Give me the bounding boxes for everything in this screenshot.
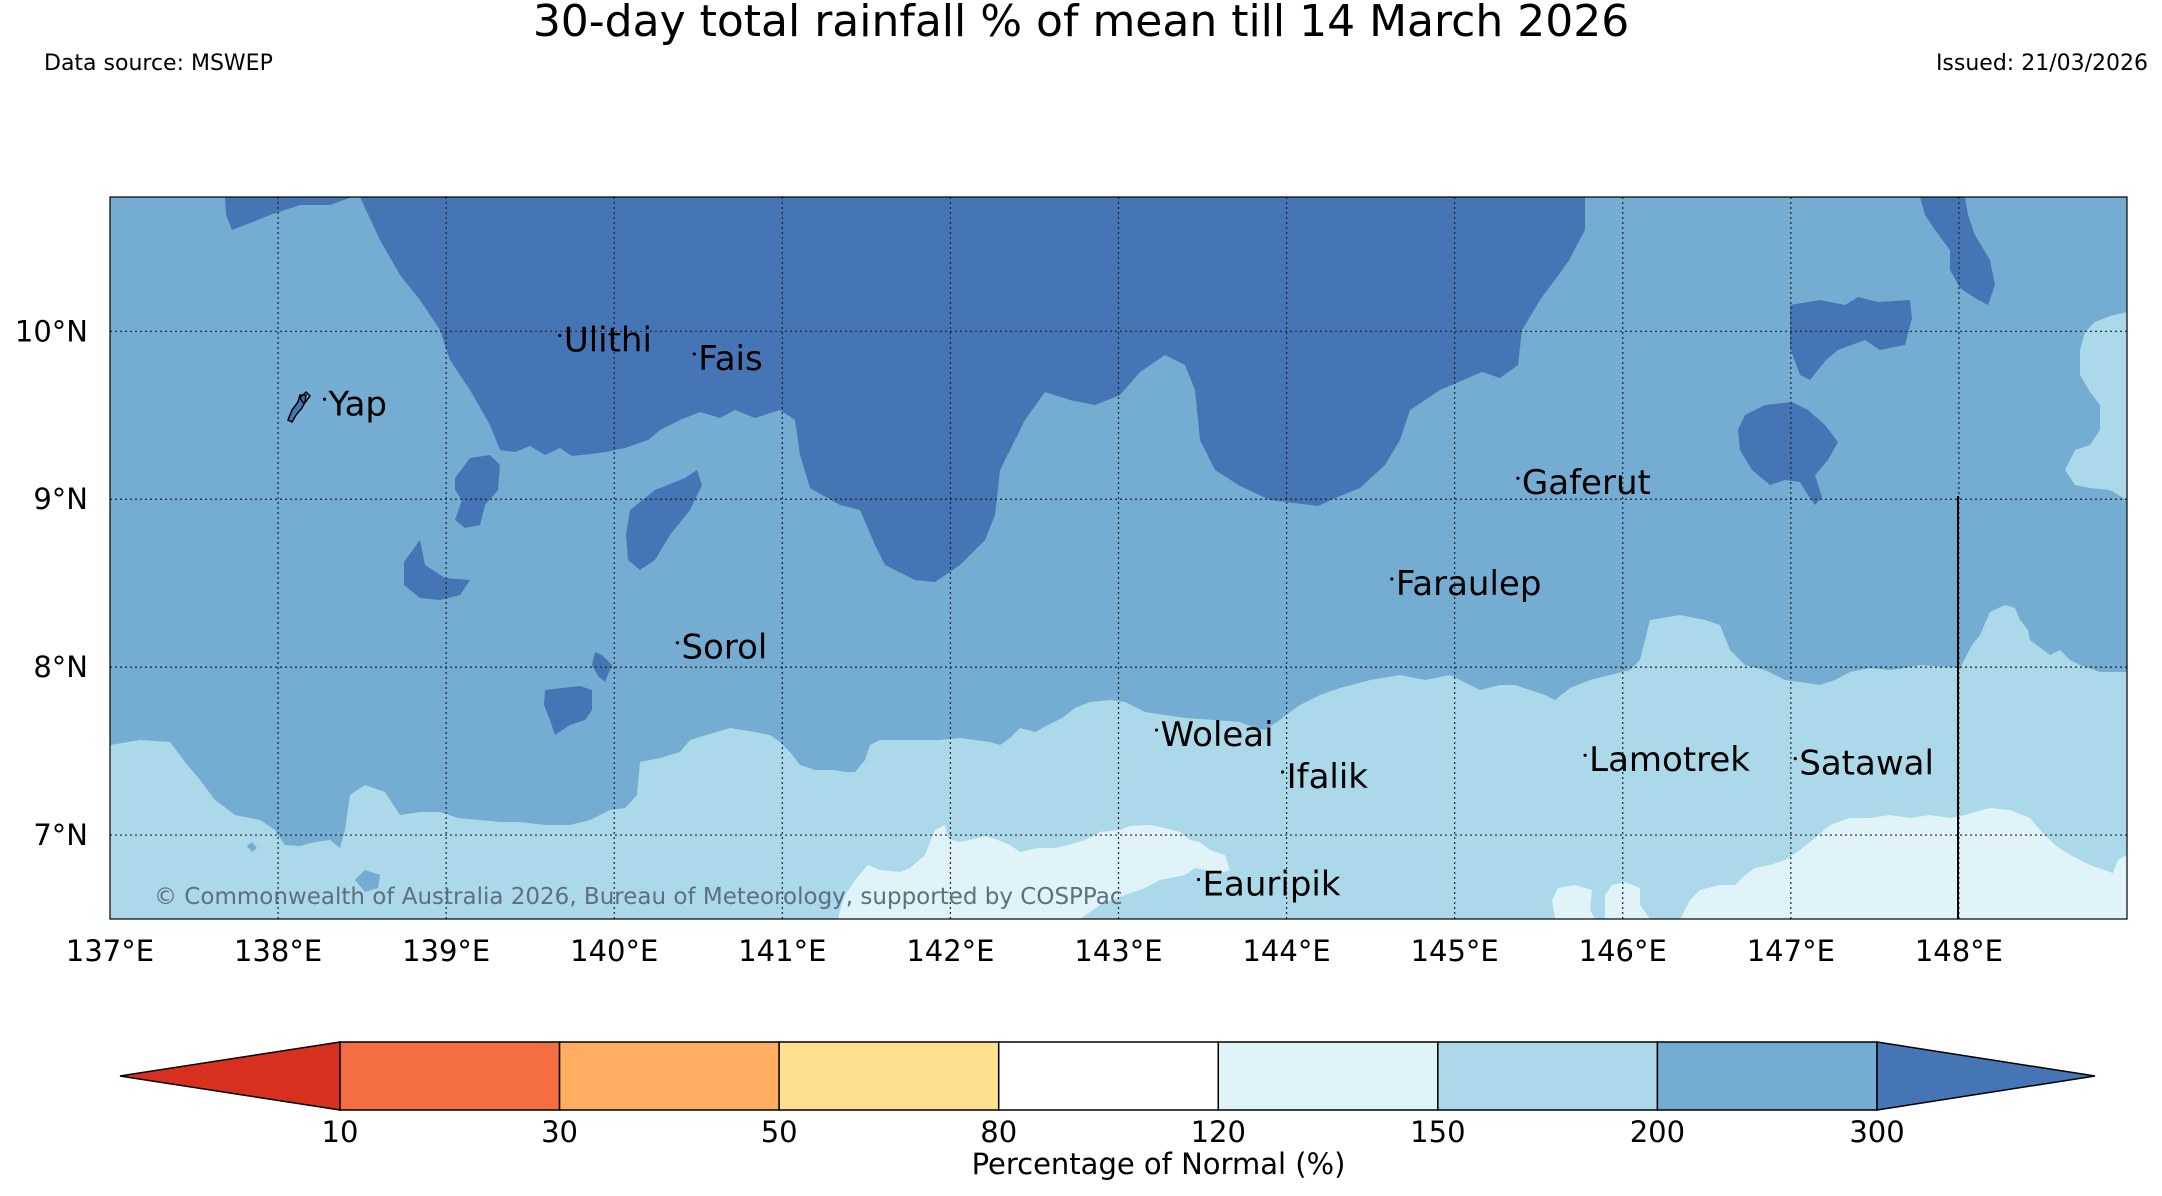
yap-island-shape	[287, 394, 307, 423]
island-marker	[692, 352, 696, 356]
latitude-tick-label: 8°N	[33, 650, 88, 684]
longitude-tick-label: 145°E	[1411, 934, 1499, 968]
colorbar-tick-label: 10	[322, 1115, 359, 1149]
colorbar-bin	[1437, 1041, 1659, 1111]
map-title: 30-day total rainfall % of mean till 14 …	[532, 0, 1630, 47]
contour-150-200	[2065, 312, 2127, 500]
contour-120-150	[1605, 882, 1650, 919]
longitude-tick-label: 143°E	[1074, 934, 1162, 968]
colorbar-bin	[1217, 1041, 1439, 1111]
latitude-tick-label: 9°N	[33, 482, 88, 516]
place-faraulep: Faraulep	[1390, 564, 1541, 604]
contour-over-300	[1790, 297, 1912, 380]
contour-over-300	[404, 540, 470, 600]
contour-over-300	[626, 470, 702, 570]
island-marker	[675, 641, 680, 645]
colorbar-bin	[997, 1041, 1220, 1111]
island-marker	[1793, 757, 1797, 761]
colorbar-title: Percentage of Normal (%)	[972, 1147, 1346, 1181]
place-lamotrek: Lamotrek	[1583, 740, 1750, 780]
issued-date-label: Issued: 21/03/2026	[1935, 51, 2148, 76]
longitude-tick-label: 147°E	[1747, 934, 1835, 968]
island-marker	[1583, 753, 1587, 757]
colorbar-tick-label: 50	[761, 1115, 798, 1149]
colorbar: 10 30 50 80 120 150 200 300 Percentage of Normal…	[119, 1041, 2096, 1181]
latitude-tick-label: 10°N	[15, 314, 88, 348]
contour-120-150	[838, 825, 1230, 919]
place-satawal: Satawal	[1793, 744, 1934, 784]
longitude-tick-label: 140°E	[570, 934, 658, 968]
contour-over-300	[1738, 402, 1838, 505]
contour-120-150	[1552, 885, 1595, 919]
place-sorol: Sorol	[675, 628, 767, 668]
colorbar-bin	[558, 1041, 780, 1111]
place-label: Gaferut	[1522, 463, 1651, 503]
place-ulithi: Ulithi	[558, 320, 652, 360]
latitude-axis: 10°N 9°N 8°N 7°N	[15, 314, 88, 852]
contour-over-300	[544, 686, 592, 735]
place-woleai: Woleai	[1154, 715, 1274, 755]
colorbar-tick-label: 80	[980, 1115, 1017, 1149]
island-marker	[322, 397, 327, 401]
colorbar-extend-high	[1876, 1041, 2096, 1111]
island-marker	[558, 333, 562, 338]
contour-over-300	[355, 870, 380, 892]
contour-120-150	[2110, 855, 2127, 885]
contour-over-300	[455, 455, 500, 528]
colorbar-bin	[339, 1041, 561, 1111]
place-label: Ifalik	[1287, 757, 1369, 797]
yap-island-shape	[299, 390, 311, 406]
place-fais: Fais	[692, 339, 763, 379]
latitude-tick-label: 7°N	[33, 818, 88, 852]
longitude-axis: 137°E 138°E 139°E 140°E 141°E 142°E 143°E 144°E…	[66, 934, 2003, 968]
longitude-tick-label: 148°E	[1915, 934, 2003, 968]
place-label: Woleai	[1161, 715, 1274, 755]
colorbar-tick-label: 300	[1849, 1115, 1904, 1149]
copyright-notice: © Commonwealth of Australia 2026, Bureau…	[154, 884, 1123, 910]
place-label: Sorol	[681, 628, 767, 668]
place-label: Fais	[698, 339, 762, 379]
island-marker	[1196, 877, 1201, 882]
place-labels: Yap Ulithi Fais Sorol Gaferut Faraulep Woleai I…	[322, 320, 1934, 904]
contour-120-150	[1975, 872, 2010, 919]
map-minor-shapes	[247, 842, 380, 892]
colorbar-tick-label: 150	[1410, 1115, 1465, 1149]
contour-over-300	[1920, 197, 1995, 305]
island-marker	[1280, 770, 1285, 774]
place-label: Satawal	[1799, 744, 1934, 784]
place-ifalik: Ifalik	[1280, 757, 1369, 797]
longitude-tick-label: 146°E	[1579, 934, 1667, 968]
place-eauripik: Eauripik	[1196, 864, 1341, 904]
place-label: Eauripik	[1203, 864, 1341, 904]
place-label: Faraulep	[1396, 564, 1542, 604]
longitude-tick-label: 138°E	[234, 934, 322, 968]
colorbar-bin	[778, 1041, 1000, 1111]
place-label: Ulithi	[564, 320, 652, 360]
longitude-tick-label: 139°E	[402, 934, 490, 968]
longitude-tick-label: 141°E	[738, 934, 826, 968]
map-gridlines	[110, 197, 2127, 919]
contour-120-150	[1680, 808, 2127, 919]
place-yap: Yap	[322, 384, 388, 424]
longitude-tick-label: 142°E	[906, 934, 994, 968]
colorbar-bin	[1656, 1041, 1878, 1111]
colorbar-extend-low	[119, 1041, 341, 1111]
island-marker	[1390, 577, 1394, 581]
longitude-tick-label: 144°E	[1242, 934, 1330, 968]
longitude-tick-label: 137°E	[66, 934, 154, 968]
colorbar-tick-label: 200	[1630, 1115, 1685, 1149]
contour-over-300	[247, 842, 257, 852]
island-marker	[1516, 476, 1520, 480]
place-gaferut: Gaferut	[1516, 463, 1651, 503]
contour-over-300	[225, 197, 352, 230]
data-source-label: Data source: MSWEP	[44, 51, 273, 76]
place-label: Lamotrek	[1589, 740, 1750, 780]
map-frame	[109, 196, 2128, 920]
colorbar-tick-label: 120	[1191, 1115, 1246, 1149]
place-label: Yap	[328, 384, 388, 424]
island-marker	[1154, 728, 1159, 732]
colorbar-tick-label: 30	[541, 1115, 578, 1149]
contour-over-300	[360, 197, 1585, 582]
